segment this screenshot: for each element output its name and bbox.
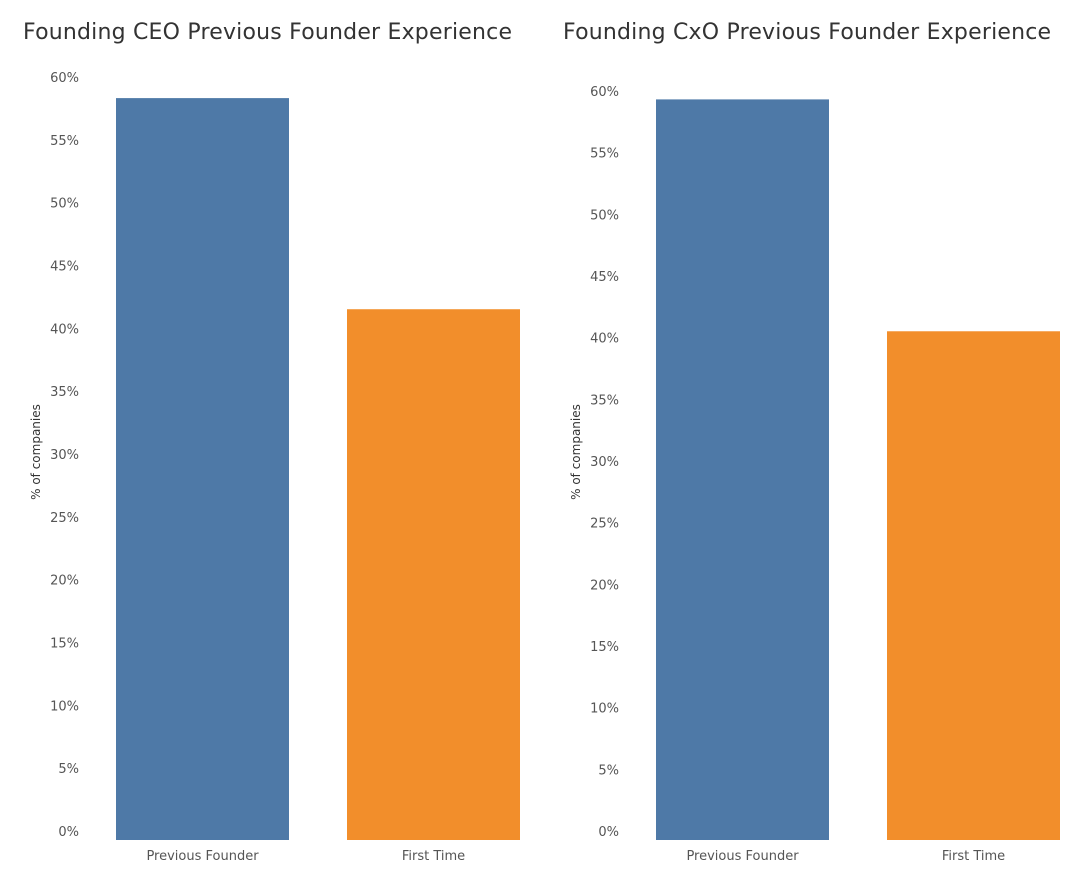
y-tick-label-cxo: 45% bbox=[590, 270, 619, 285]
y-axis-label-cxo: % of companies bbox=[569, 404, 583, 500]
chart-title-ceo: Founding CEO Previous Founder Experience bbox=[23, 20, 513, 45]
y-tick-label-ceo: 25% bbox=[50, 511, 79, 526]
y-tick-label-cxo: 10% bbox=[590, 702, 619, 717]
bar-cxo-first-time bbox=[887, 331, 1060, 840]
bar-ceo-previous-founder bbox=[116, 98, 289, 840]
y-tick-label-ceo: 5% bbox=[58, 762, 79, 777]
y-tick-label-cxo: 20% bbox=[590, 578, 619, 593]
x-category-label-cxo: First Time bbox=[942, 849, 1005, 864]
y-tick-label-ceo: 0% bbox=[58, 825, 79, 840]
bar-cxo-previous-founder bbox=[656, 99, 829, 840]
y-tick-label-cxo: 55% bbox=[590, 147, 619, 162]
y-tick-label-cxo: 0% bbox=[598, 825, 619, 840]
y-tick-label-ceo: 60% bbox=[50, 71, 79, 86]
chart-cxo: 0% 5% 10% 15% 20% 25% 30% 35% 40% 45% 50% 55% 60% % o… bbox=[569, 85, 1060, 864]
y-tick-label-cxo: 50% bbox=[590, 208, 619, 223]
y-tick-label-ceo: 15% bbox=[50, 637, 79, 652]
y-tick-label-cxo: 5% bbox=[598, 763, 619, 778]
y-tick-label-cxo: 30% bbox=[590, 455, 619, 470]
y-tick-label-cxo: 15% bbox=[590, 640, 619, 655]
y-tick-label-ceo: 20% bbox=[50, 574, 79, 589]
x-category-label-ceo: First Time bbox=[402, 849, 465, 864]
x-category-label-cxo: Previous Founder bbox=[686, 849, 799, 864]
y-tick-label-ceo: 55% bbox=[50, 134, 79, 149]
y-tick-label-ceo: 40% bbox=[50, 322, 79, 337]
y-tick-label-ceo: 35% bbox=[50, 385, 79, 400]
y-tick-label-ceo: 10% bbox=[50, 699, 79, 714]
x-category-label-ceo: Previous Founder bbox=[146, 849, 259, 864]
y-tick-label-cxo: 25% bbox=[590, 517, 619, 532]
bar-ceo-first-time bbox=[347, 309, 520, 840]
y-tick-label-cxo: 40% bbox=[590, 332, 619, 347]
chart-title-cxo: Founding CxO Previous Founder Experience bbox=[563, 20, 1052, 45]
y-tick-label-ceo: 30% bbox=[50, 448, 79, 463]
chart-ceo: 0% 5% 10% 15% 20% 25% 30% 35% 40% 45% 50% 55% 60% % o… bbox=[29, 71, 520, 864]
y-tick-label-cxo: 60% bbox=[590, 85, 619, 100]
y-tick-label-ceo: 45% bbox=[50, 260, 79, 275]
y-tick-label-cxo: 35% bbox=[590, 393, 619, 408]
y-tick-label-ceo: 50% bbox=[50, 197, 79, 212]
y-axis-label-ceo: % of companies bbox=[29, 404, 43, 500]
